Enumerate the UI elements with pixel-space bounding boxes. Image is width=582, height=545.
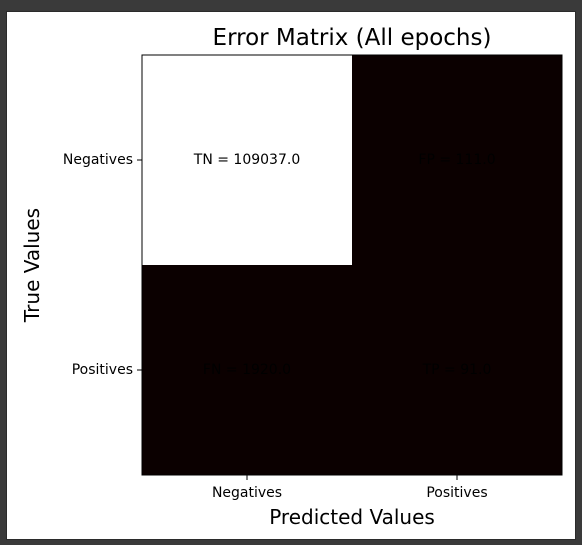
y-tick-label: Negatives <box>63 152 133 168</box>
heatmap-cell-fp <box>352 55 562 265</box>
x-tick-label: Positives <box>426 485 487 501</box>
cell-label-tn: TN = 109037.0 <box>193 152 300 168</box>
y-axis-label: True Values <box>20 208 44 323</box>
plot-border <box>141 54 563 476</box>
heatmap-cell-fn <box>142 265 352 475</box>
heatmap-cell-tn <box>142 55 352 265</box>
x-axis-label: Predicted Values <box>269 505 435 529</box>
y-tick-label: Positives <box>72 362 133 378</box>
x-axis-ticks: Negatives Positives <box>212 475 488 501</box>
heatmap-cell-tp <box>352 265 562 475</box>
y-axis-ticks: Negatives Positives <box>63 152 142 378</box>
heatmap-cells: TN = 109037.0 FP = 111.0 FN = 1920.0 TP = 9… <box>142 55 562 475</box>
x-tick-label: Negatives <box>212 485 282 501</box>
cell-label-tp: TP = 91.0 <box>422 362 492 378</box>
error-matrix-chart: Error Matrix (All epochs) TN = 109037.0 F… <box>20 25 563 529</box>
chart-title: Error Matrix (All epochs) <box>213 25 492 51</box>
figure-frame: Error Matrix (All epochs) TN = 109037.0 F… <box>6 11 576 540</box>
cell-label-fn: FN = 1920.0 <box>203 362 291 378</box>
cell-label-fp: FP = 111.0 <box>418 152 495 168</box>
